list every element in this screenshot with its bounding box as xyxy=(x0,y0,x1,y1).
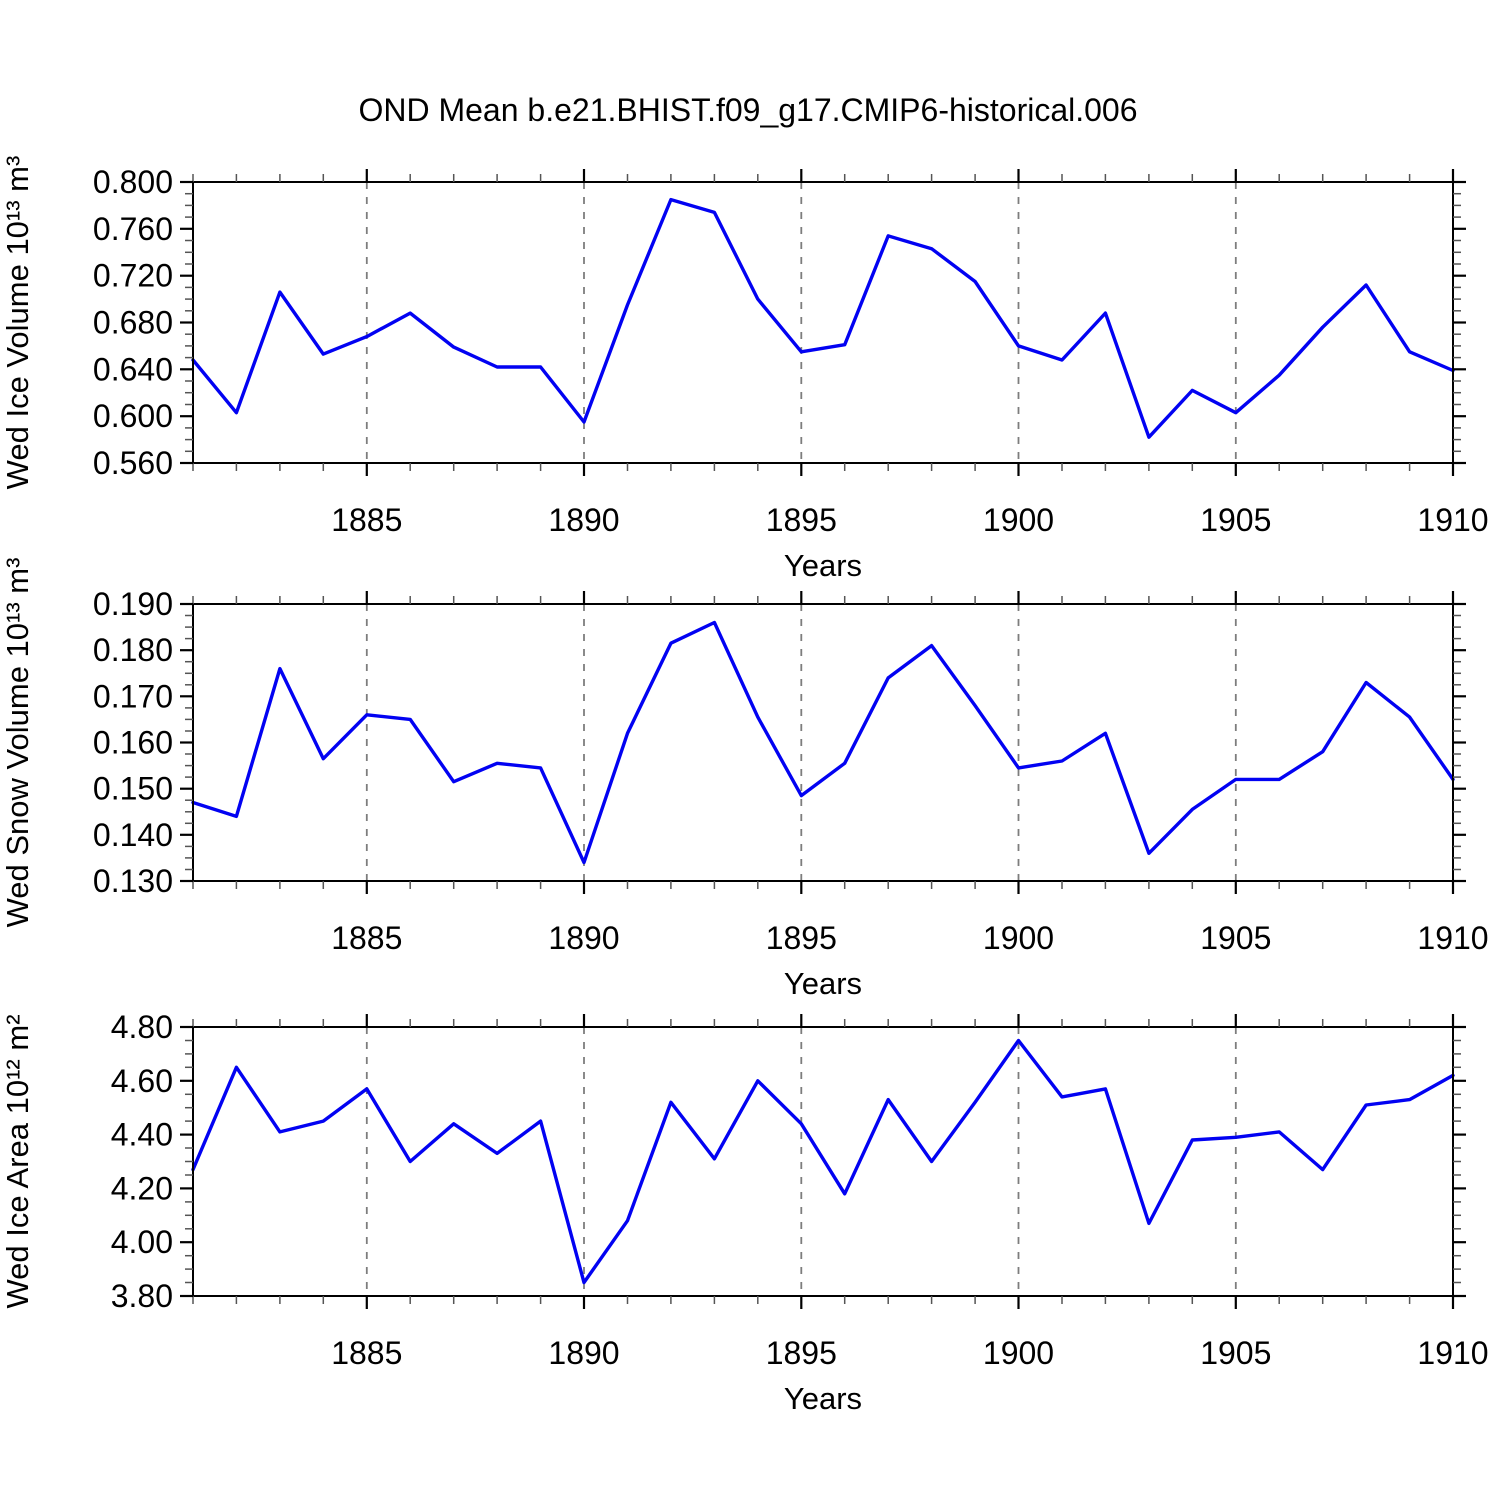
x-tick-label: 1900 xyxy=(983,1335,1054,1371)
x-tick-label: 1885 xyxy=(331,502,402,538)
x-tick-label: 1910 xyxy=(1417,920,1488,956)
y-tick-label: 0.140 xyxy=(93,817,173,853)
ice-volume-chart: 0.560 0.600 0.640 0.680 0.720 0.760 0.800 1885 1… xyxy=(0,156,1489,583)
plot-title-text: OND Mean b.e21.BHIST.f09_g17.CMIP6-histo… xyxy=(358,92,1138,128)
snow-volume-chart: 0.130 0.140 0.150 0.160 0.170 0.180 0.190 1885 1… xyxy=(0,558,1489,1001)
x-tick-label: 1910 xyxy=(1417,1335,1488,1371)
y-tick-label: 0.760 xyxy=(93,211,173,247)
ice-volume-frame xyxy=(192,181,1454,464)
y-tick-label: 0.170 xyxy=(93,678,173,714)
x-tick-label: 1890 xyxy=(548,920,619,956)
x-tick-label: 1900 xyxy=(983,920,1054,956)
y-tick-label: 0.160 xyxy=(93,725,173,761)
x-tick-label: 1890 xyxy=(548,1335,619,1371)
y-tick-label: 0.190 xyxy=(93,586,173,622)
x-tick-label: 1895 xyxy=(766,1335,837,1371)
y-tick-label: 0.680 xyxy=(93,305,173,341)
x-axis-title: Years xyxy=(784,548,862,583)
y-tick-label: 4.80 xyxy=(111,1009,173,1045)
y-tick-label: 0.130 xyxy=(93,863,173,899)
y-tick-label: 0.800 xyxy=(93,164,173,200)
y-tick-label: 0.600 xyxy=(93,398,173,434)
x-tick-label: 1885 xyxy=(331,920,402,956)
x-axis-title: Years xyxy=(784,1381,862,1416)
y-tick-label: 4.40 xyxy=(111,1117,173,1153)
y-tick-label: 0.560 xyxy=(93,445,173,481)
x-tick-label: 1900 xyxy=(983,502,1054,538)
x-tick-label: 1890 xyxy=(548,502,619,538)
ice-area-y-axis-title: Wed Ice Area 10¹² m² xyxy=(0,1014,35,1308)
x-tick-label: 1905 xyxy=(1200,920,1271,956)
ice-area-line xyxy=(191,1038,1455,1285)
y-tick-label: 0.150 xyxy=(93,771,173,807)
y-tick-label: 4.20 xyxy=(111,1170,173,1206)
x-tick-label: 1885 xyxy=(331,1335,402,1371)
snow-volume-y-axis-title: Wed Snow Volume 10¹³ m³ xyxy=(0,558,35,928)
y-tick-label: 0.180 xyxy=(93,632,173,668)
x-tick-label: 1905 xyxy=(1200,502,1271,538)
ice-volume-line xyxy=(191,197,1455,439)
x-tick-label: 1895 xyxy=(766,920,837,956)
ice-area-chart: 3.80 4.00 4.20 4.40 4.60 4.80 1885 1890 1895 1900… xyxy=(0,1009,1489,1416)
snow-volume-frame xyxy=(192,603,1454,882)
plot-title: OND Mean b.e21.BHIST.f09_g17.CMIP6-histo… xyxy=(0,92,1500,129)
ice-volume-y-axis-title: Wed Ice Volume 10¹³ m³ xyxy=(0,156,35,490)
x-tick-label: 1910 xyxy=(1417,502,1488,538)
x-tick-label: 1895 xyxy=(766,502,837,538)
y-tick-label: 4.00 xyxy=(111,1224,173,1260)
x-axis-title: Years xyxy=(784,966,862,1001)
snow-volume-line xyxy=(191,620,1455,865)
y-tick-label: 0.640 xyxy=(93,351,173,387)
y-tick-label: 0.720 xyxy=(93,258,173,294)
y-tick-label: 4.60 xyxy=(111,1063,173,1099)
x-tick-label: 1905 xyxy=(1200,1335,1271,1371)
y-tick-label: 3.80 xyxy=(111,1278,173,1314)
